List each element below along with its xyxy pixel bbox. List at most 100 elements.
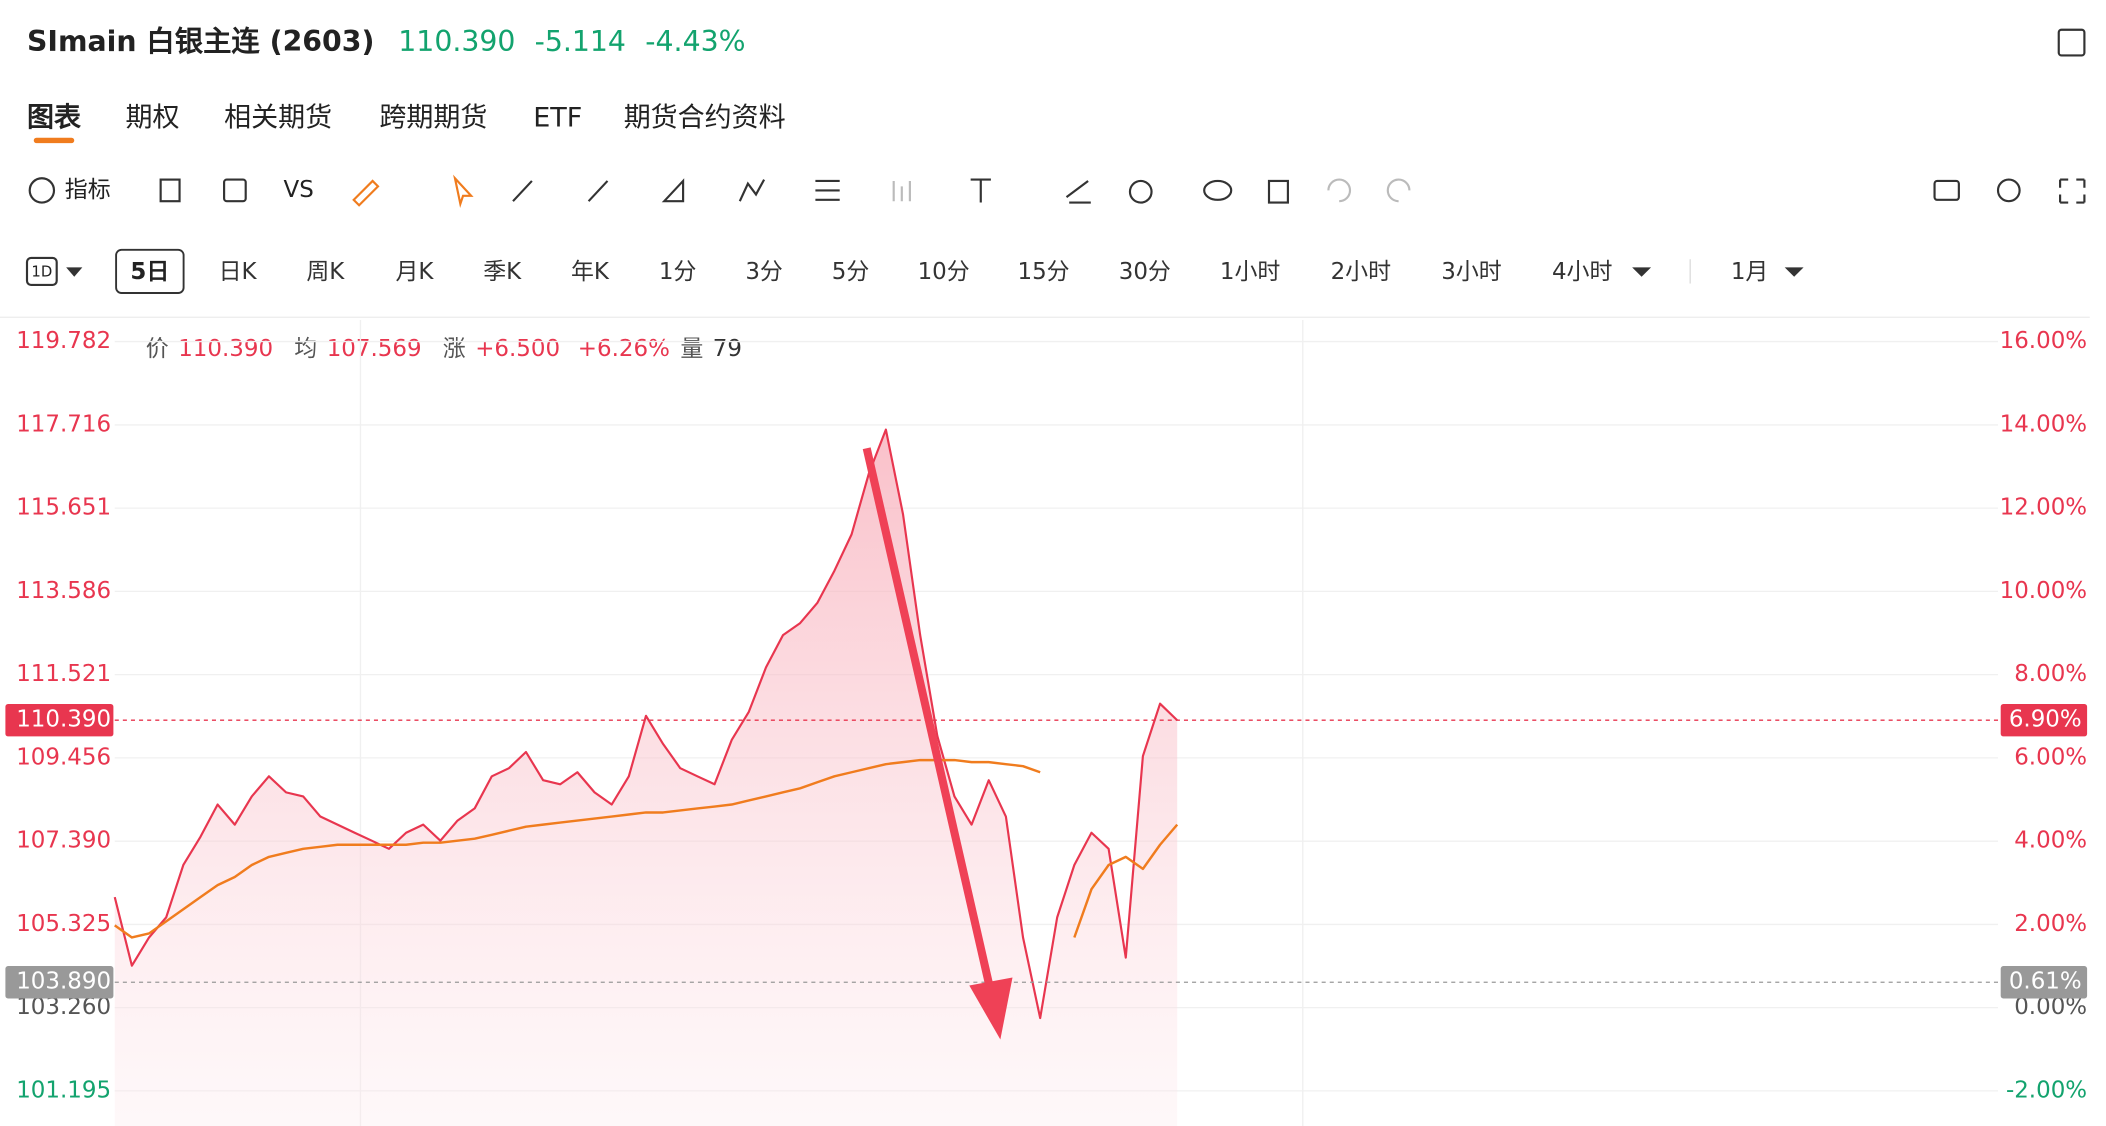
symbol: SImain 白银主连 (2603) xyxy=(27,25,374,58)
undo[interactable] xyxy=(1327,178,1352,203)
y2-tick-label: 10.00% xyxy=(2000,578,2087,604)
interval[interactable]: 日K xyxy=(219,259,258,285)
draw-icon[interactable] xyxy=(352,179,380,207)
ref-pct-bg xyxy=(2000,704,2088,737)
change: -5.114 xyxy=(535,25,626,58)
text-tool[interactable] xyxy=(815,179,840,201)
interval[interactable]: 1分 xyxy=(659,259,697,285)
y2-tick-label: 4.00% xyxy=(2014,828,2087,854)
dropdown[interactable] xyxy=(66,267,83,277)
tab[interactable]: 图表 xyxy=(27,102,81,133)
average-line xyxy=(114,758,1179,939)
y-tick-label: 109.456 xyxy=(16,744,111,770)
tab[interactable]: ETF xyxy=(533,102,582,133)
interval[interactable]: 年K xyxy=(571,259,610,285)
indicator-icon[interactable] xyxy=(28,177,56,204)
ref-pct: 0.61% xyxy=(2009,969,2082,995)
y2-tick-label: 14.00% xyxy=(2000,411,2087,437)
y2-tick-label: 12.00% xyxy=(2000,495,2087,521)
info-label: 涨 xyxy=(443,336,466,362)
info-value: +6.500 xyxy=(475,336,560,362)
type-tool[interactable] xyxy=(970,178,991,203)
redo[interactable] xyxy=(1386,178,1411,203)
info-label: 价 xyxy=(146,336,169,362)
y-tick-label: 113.586 xyxy=(16,578,111,604)
interval-icon-box[interactable] xyxy=(25,256,58,286)
exit-button[interactable] xyxy=(2057,28,2086,57)
interval[interactable]: 月K xyxy=(395,259,434,285)
interval[interactable]: 4小时 xyxy=(1552,259,1613,285)
price-line xyxy=(113,428,1178,1020)
line-tool[interactable] xyxy=(512,180,533,202)
candle-icon[interactable] xyxy=(159,178,181,203)
interval[interactable]: 10分 xyxy=(918,259,970,285)
fullscreen[interactable] xyxy=(2059,178,2086,204)
measure-tool[interactable] xyxy=(892,180,911,202)
tab-underline xyxy=(33,137,75,144)
interval[interactable]: 5分 xyxy=(832,259,870,285)
channel-tool[interactable] xyxy=(587,180,609,202)
active-interval-box xyxy=(115,248,185,294)
tab[interactable]: 跨期期货 xyxy=(379,102,487,133)
ref-pct: 6.90% xyxy=(2009,707,2082,733)
y-tick-label: 103.260 xyxy=(16,994,111,1020)
ref-pct-bg xyxy=(2000,966,2088,999)
camera[interactable] xyxy=(1933,179,1960,201)
y-tick-label: 111.521 xyxy=(16,661,111,687)
bar-style-icon[interactable] xyxy=(223,178,247,203)
interval-icon[interactable]: 1D xyxy=(31,263,52,281)
interval[interactable]: 2小时 xyxy=(1331,259,1392,285)
info-value: 79 xyxy=(713,336,742,362)
toolbar: 指标 VS xyxy=(28,174,2086,209)
y2-tick-label: 8.00% xyxy=(2014,661,2087,687)
tab[interactable]: 期货合约资料 xyxy=(624,102,786,133)
y-tick-label: 115.651 xyxy=(16,495,111,521)
interval[interactable]: 30分 xyxy=(1119,259,1171,285)
indicator[interactable]: 指标 xyxy=(65,177,111,203)
interval[interactable]: 3分 xyxy=(745,259,783,285)
y2-tick-label: 6.00% xyxy=(2014,744,2087,770)
info-value: 107.569 xyxy=(327,336,422,362)
tab[interactable]: 相关期货 xyxy=(224,102,332,133)
pattern-tool[interactable] xyxy=(738,179,766,202)
ref-label: 103.890 xyxy=(16,969,111,995)
info-label: 均 xyxy=(294,336,317,362)
interval[interactable]: 周K xyxy=(306,259,345,285)
ref-label: 110.390 xyxy=(16,707,111,733)
tab[interactable]: 期权 xyxy=(126,102,180,133)
y-tick-label: 117.716 xyxy=(16,411,111,437)
interval[interactable]: 1月 xyxy=(1731,259,1769,285)
ref-label-bg xyxy=(5,966,114,999)
magnet-tool[interactable] xyxy=(1128,179,1153,204)
fib-tool[interactable] xyxy=(661,178,685,203)
ref-label-bg xyxy=(5,704,114,737)
trash-icon[interactable] xyxy=(1267,179,1289,204)
y-tick-label: 119.782 xyxy=(16,328,111,354)
y-tick-label: 107.390 xyxy=(16,828,111,854)
cursor-icon[interactable] xyxy=(453,174,474,209)
interval[interactable]: 1小时 xyxy=(1220,259,1281,285)
info-value: +6.26% xyxy=(578,336,670,362)
arrow-head xyxy=(969,977,1013,1040)
interval[interactable]: 季K xyxy=(483,259,522,285)
info-value: 110.390 xyxy=(178,336,273,362)
brush-tool[interactable] xyxy=(1065,180,1091,204)
compare[interactable]: VS xyxy=(284,177,314,203)
interval[interactable]: 3小时 xyxy=(1441,259,1502,285)
change-pct: -4.43% xyxy=(645,25,745,58)
interval[interactable]: 15分 xyxy=(1017,259,1069,285)
price: 110.390 xyxy=(398,25,515,58)
arrow-shaft xyxy=(862,447,995,994)
dropdown[interactable] xyxy=(1632,267,1652,277)
settings[interactable] xyxy=(1996,178,2021,203)
interval[interactable]: 5日 xyxy=(130,259,169,285)
y2-tick-label: -2.00% xyxy=(2006,1077,2087,1103)
eye-icon[interactable] xyxy=(1203,179,1233,201)
dropdown[interactable] xyxy=(1784,267,1804,277)
y2-tick-label: 16.00% xyxy=(2000,328,2087,354)
price-area xyxy=(114,429,1178,1126)
info-label: 量 xyxy=(680,336,703,362)
y-tick-label: 101.195 xyxy=(16,1077,111,1103)
y-tick-label: 105.325 xyxy=(16,911,111,937)
